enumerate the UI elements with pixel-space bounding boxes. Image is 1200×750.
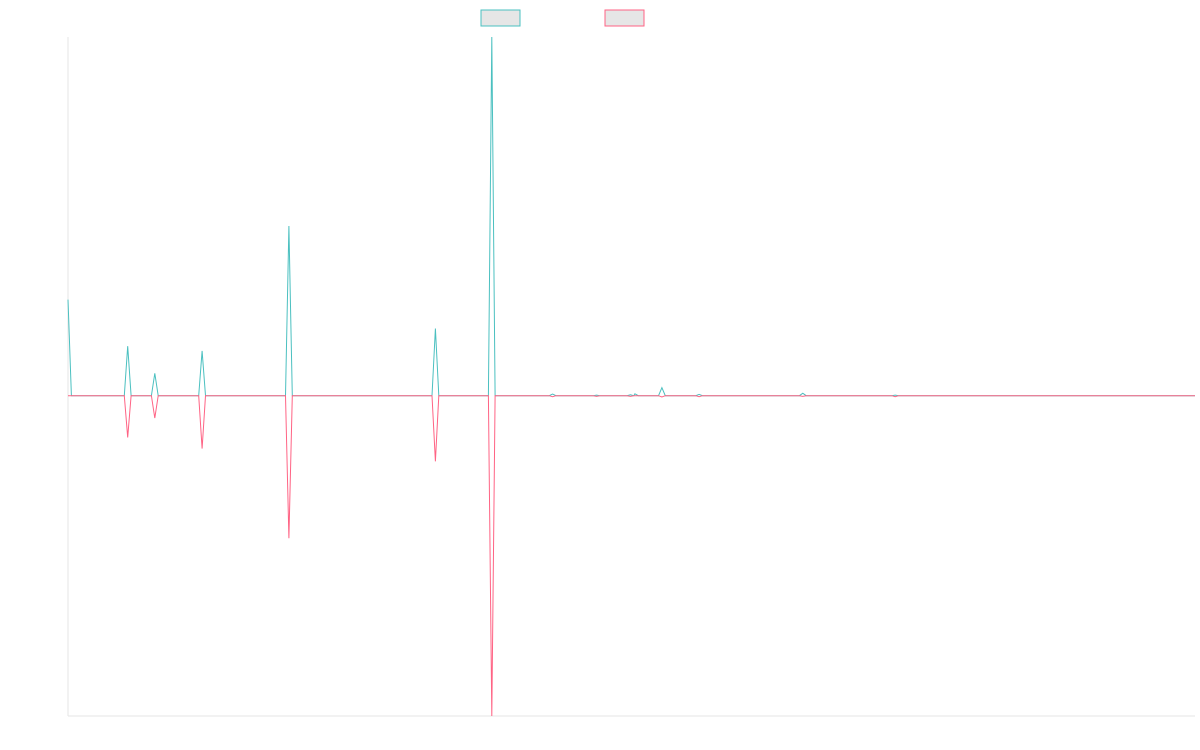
legend[interactable] xyxy=(480,9,645,27)
legend-swatch-2[interactable] xyxy=(604,9,645,27)
series-line-2 xyxy=(68,395,1195,717)
series-layer xyxy=(67,36,1195,717)
legend-swatch-1[interactable] xyxy=(480,9,521,27)
series-line-1 xyxy=(67,36,1195,397)
